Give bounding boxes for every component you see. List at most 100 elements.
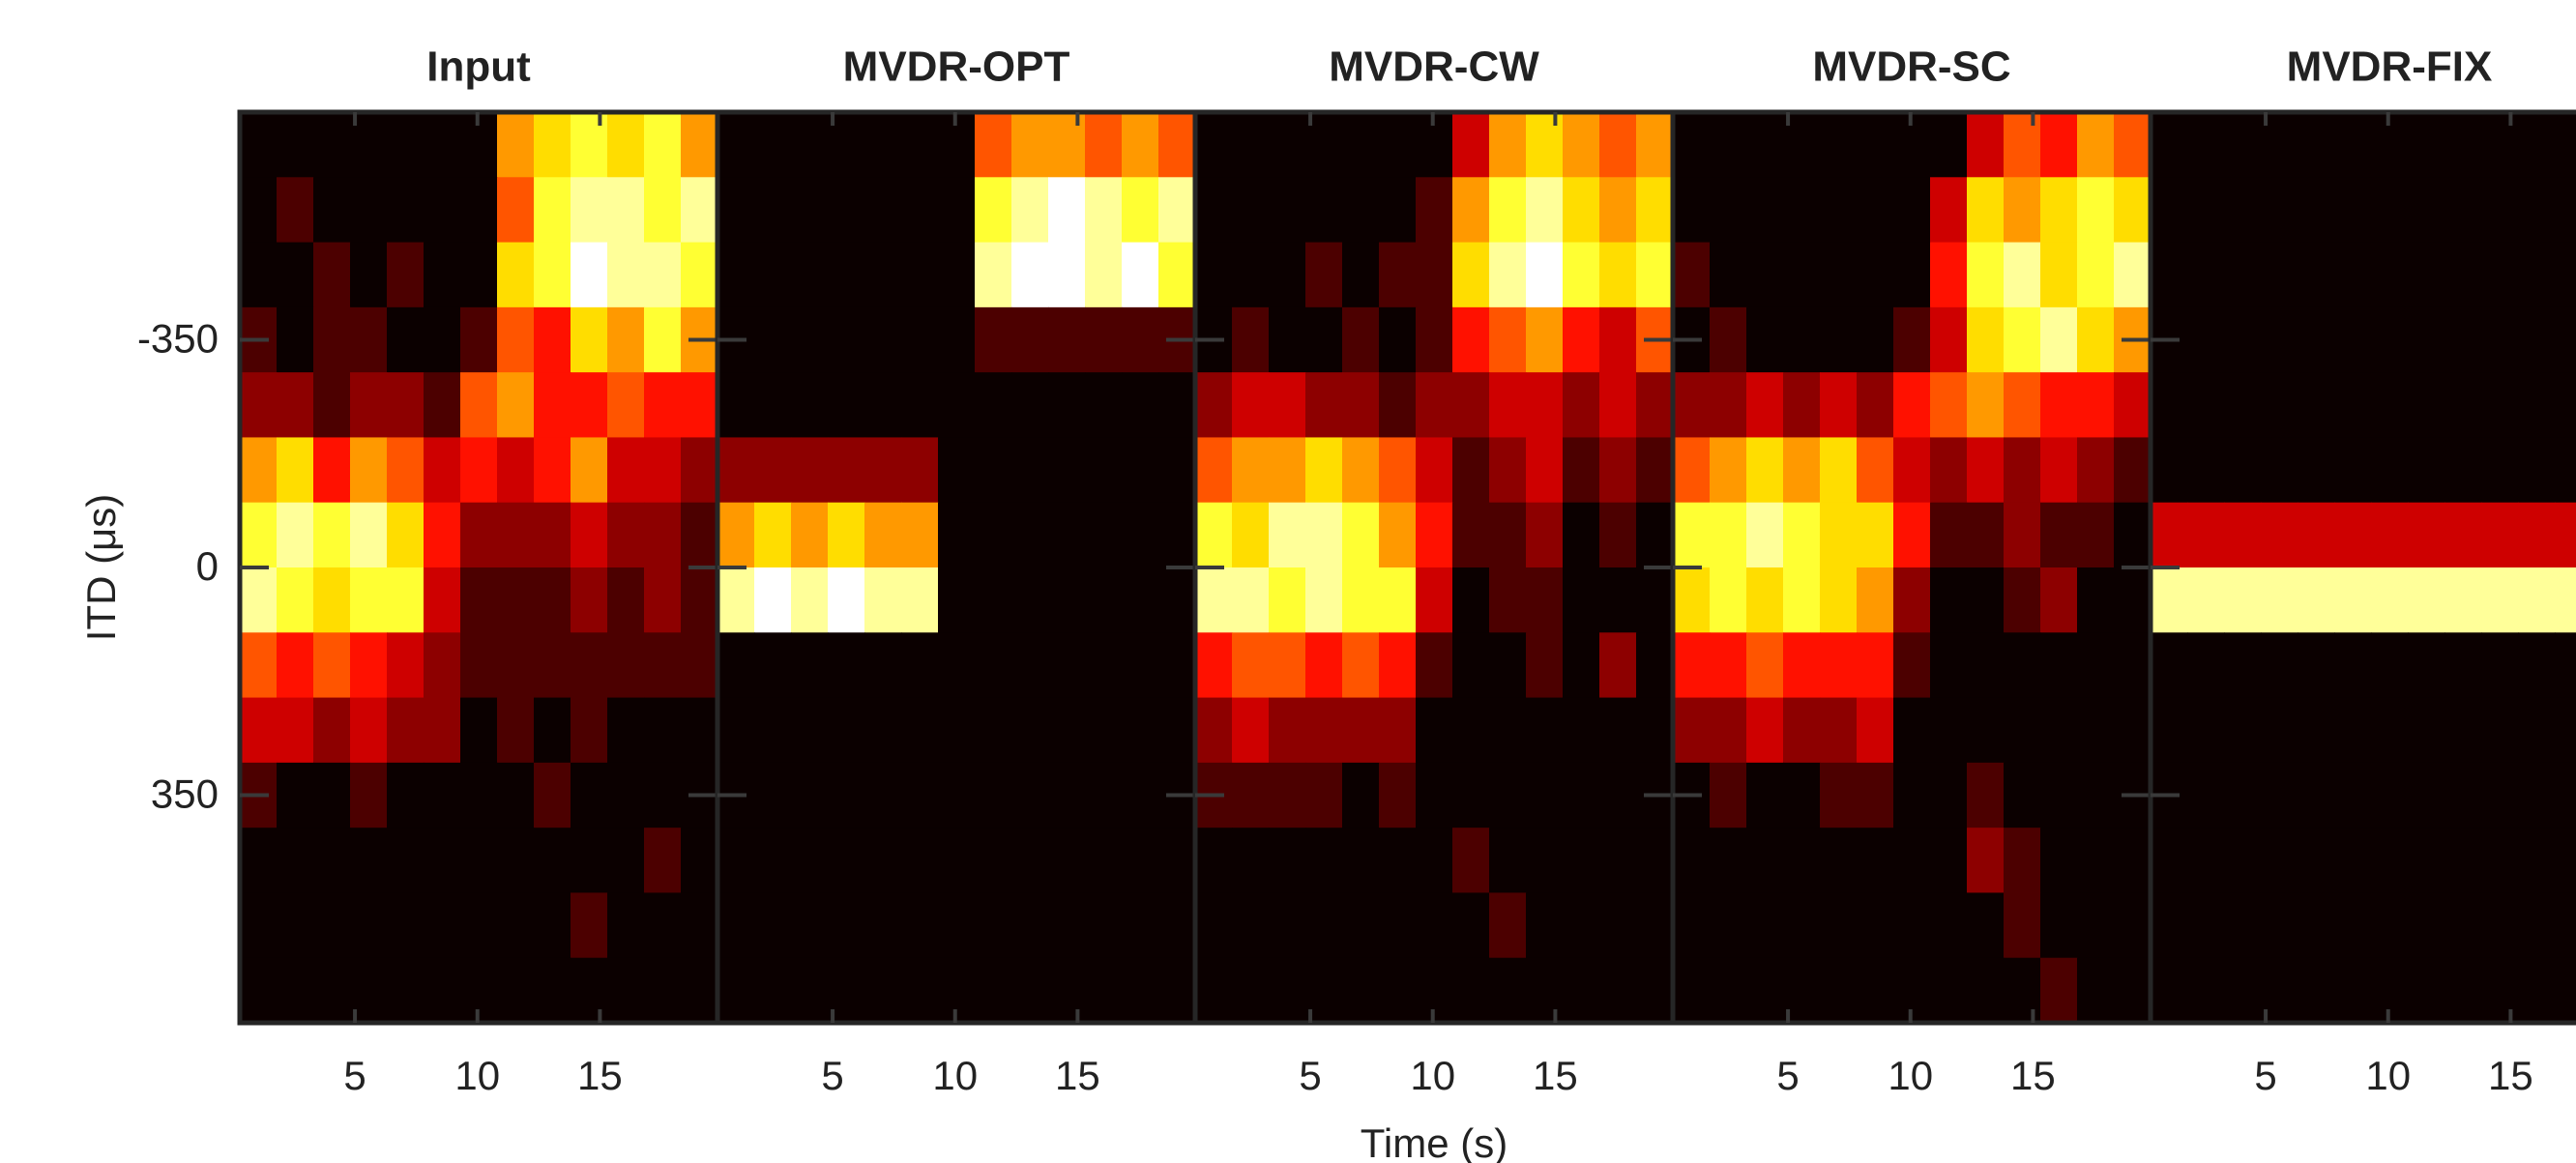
heatmap-cell <box>1305 697 1343 764</box>
heatmap-cell <box>864 502 902 568</box>
heatmap-cell <box>2444 697 2482 764</box>
heatmap-cell <box>644 567 682 633</box>
heatmap-cell <box>1820 242 1858 308</box>
heatmap-cell <box>1452 828 1490 894</box>
heatmap-cell <box>1563 892 1600 959</box>
heatmap-cell <box>571 437 608 504</box>
heatmap-cell <box>2518 632 2556 699</box>
heatmap-cell <box>1048 372 1086 439</box>
heatmap-cell <box>791 762 829 829</box>
heatmap-cell <box>791 372 829 439</box>
heatmap-cell <box>607 567 645 633</box>
heatmap-cell <box>607 372 645 439</box>
heatmap-cell <box>975 697 1012 764</box>
heatmap-cell <box>1599 372 1637 439</box>
heatmap-cell <box>2371 632 2409 699</box>
heatmap-cell <box>313 762 351 829</box>
heatmap-cell <box>1526 306 1564 373</box>
heatmap-cell <box>460 632 498 699</box>
heatmap-cell <box>1563 177 1600 244</box>
heatmap-cell <box>2444 762 2482 829</box>
heatmap-cell <box>534 437 571 504</box>
heatmap-cell <box>2224 502 2262 568</box>
heatmap-cell <box>2518 567 2556 633</box>
heatmap-cell <box>1122 762 1159 829</box>
heatmap-cell <box>2261 306 2298 373</box>
heatmap-cell <box>1526 762 1564 829</box>
heatmap-cell <box>2077 957 2115 1023</box>
heatmap-cell <box>424 242 461 308</box>
heatmap-cell <box>2040 177 2078 244</box>
heatmap-cell <box>1269 762 1306 829</box>
heatmap-cell <box>534 242 571 308</box>
heatmap-cell <box>1305 177 1343 244</box>
heatmap-cell <box>1048 632 1086 699</box>
heatmap-cell <box>2040 957 2078 1023</box>
heatmap-cell <box>1930 828 1968 894</box>
heatmap-cell <box>571 242 608 308</box>
heatmap-cell <box>864 177 902 244</box>
heatmap-cell <box>2518 372 2556 439</box>
heatmap-cell <box>2298 502 2335 568</box>
heatmap-cell <box>1342 112 1380 178</box>
heatmap-cell <box>313 828 351 894</box>
heatmap-cell <box>2151 957 2188 1023</box>
heatmap-cell <box>1269 697 1306 764</box>
heatmap-cell <box>2298 762 2335 829</box>
heatmap-cell <box>2518 762 2556 829</box>
heatmap-cell <box>864 632 902 699</box>
heatmap-cell <box>1489 957 1527 1023</box>
heatmap-cell <box>681 957 717 1023</box>
heatmap-cell <box>901 892 939 959</box>
heatmap-cell <box>791 306 829 373</box>
heatmap-cell <box>1452 112 1490 178</box>
heatmap-cell <box>1563 242 1600 308</box>
heatmap-cell <box>571 372 608 439</box>
heatmap-cell <box>1122 697 1159 764</box>
heatmap-cell <box>1048 697 1086 764</box>
panel-title: MVDR-SC <box>1812 44 2010 91</box>
heatmap-cell <box>2114 697 2151 764</box>
heatmap-cell <box>1122 437 1159 504</box>
heatmap-cell <box>644 762 682 829</box>
heatmap-cell <box>1673 502 1711 568</box>
panel: 5 10 15 -350 0 350 Input ITD (μs) <box>78 44 720 1098</box>
heatmap-cell <box>1526 957 1564 1023</box>
heatmap-cell <box>901 762 939 829</box>
heatmap-cell <box>2334 112 2372 178</box>
heatmap-cell <box>2408 242 2445 308</box>
heatmap-cell <box>1342 242 1380 308</box>
heatmap-cell <box>607 892 645 959</box>
heatmap-cell <box>901 372 939 439</box>
heatmap-cell <box>901 242 939 308</box>
heatmap-cell <box>938 697 976 764</box>
heatmap-cell <box>2114 828 2151 894</box>
heatmap-cell <box>2298 372 2335 439</box>
heatmap-cell <box>864 437 902 504</box>
heatmap-cell <box>754 306 792 373</box>
heatmap-cell <box>1526 892 1564 959</box>
heatmap-cell <box>1305 632 1343 699</box>
heatmap-cell <box>1305 828 1343 894</box>
heatmap-cell <box>828 242 865 308</box>
heatmap-cell <box>1452 567 1490 633</box>
heatmap-cell <box>1011 242 1049 308</box>
heatmap-cell <box>1783 437 1821 504</box>
heatmap-cell <box>717 372 755 439</box>
heatmap-cell <box>1232 372 1270 439</box>
heatmap-cell <box>2004 957 2041 1023</box>
heatmap-cell <box>1930 177 1968 244</box>
heatmap-cell <box>717 242 755 308</box>
heatmap-cell <box>1746 437 1784 504</box>
heatmap-cell <box>1489 697 1527 764</box>
heatmap-cell <box>975 762 1012 829</box>
heatmap-cell <box>2408 306 2445 373</box>
heatmap-cell <box>277 372 314 439</box>
heatmap-cell <box>1673 177 1711 244</box>
heatmap-cell <box>277 502 314 568</box>
heatmap-cell <box>1967 632 2005 699</box>
heatmap-cell <box>2371 762 2409 829</box>
heatmap-cell <box>497 242 535 308</box>
heatmap-cell <box>1452 372 1490 439</box>
heatmap-cell <box>754 697 792 764</box>
